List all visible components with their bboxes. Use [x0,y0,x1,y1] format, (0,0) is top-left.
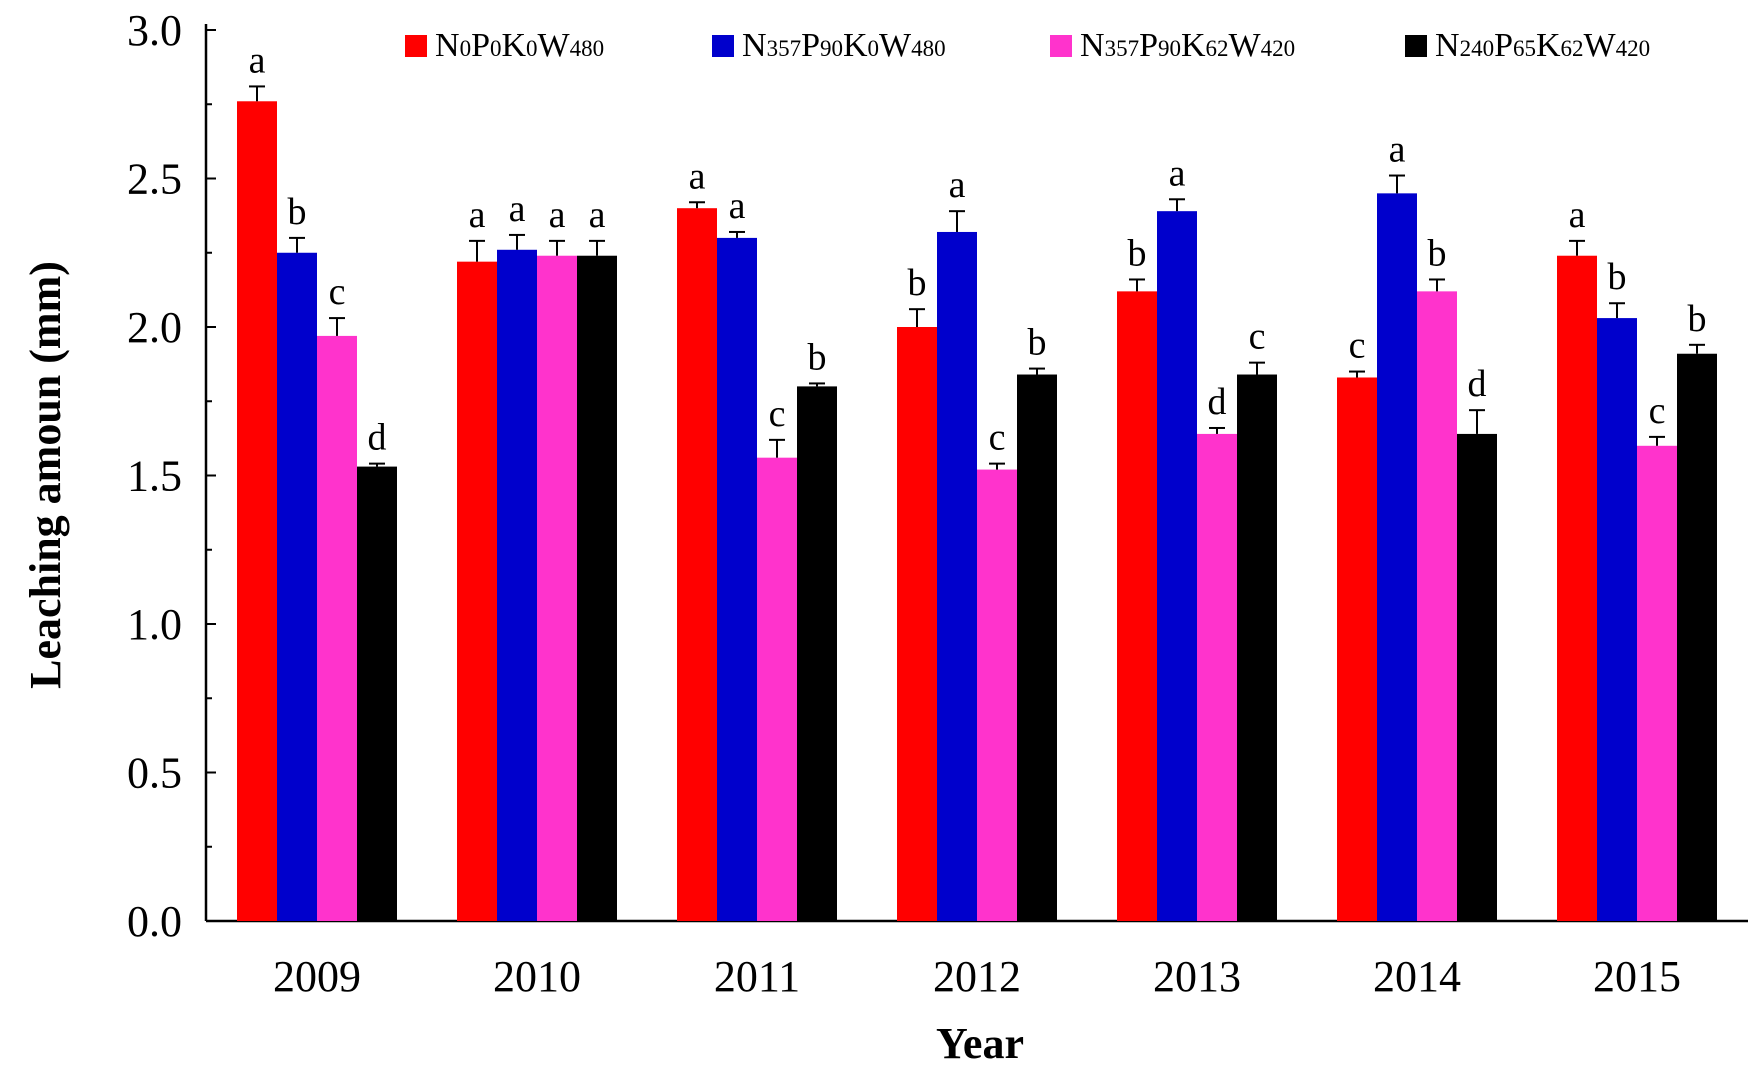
significance-letter: b [288,191,307,233]
significance-letter: d [1468,363,1487,405]
significance-letter: b [1688,298,1707,340]
legend-label: N240P65K62W420 [1435,27,1650,64]
legend: N0P0K0W480 N357P90K0W480 N357P90K62W420 N24… [405,27,1650,64]
legend-swatch [1050,35,1072,57]
significance-letter: a [549,194,566,236]
significance-letter: a [689,155,706,197]
bar [1237,374,1277,921]
bar [1457,433,1497,921]
x-tick-label: 2010 [493,952,581,1001]
bar [937,231,977,921]
x-tick-label: 2013 [1153,952,1241,1001]
x-tick-label: 2015 [1593,952,1681,1001]
significance-letter: d [1208,381,1227,423]
significance-letter: b [1608,256,1627,298]
x-axis-title: Year [936,1019,1024,1068]
legend-swatch [405,35,427,57]
significance-letter: c [769,393,786,435]
significance-letter: b [1428,232,1447,274]
significance-letter: d [368,417,387,459]
bar [897,327,937,921]
bar [677,208,717,921]
bar [497,249,537,921]
significance-letter: b [908,262,927,304]
bar [1197,433,1237,921]
y-tick-label: 0.5 [127,749,182,798]
significance-letter: a [1169,152,1186,194]
y-tick-label: 1.0 [127,600,182,649]
legend-label: N357P90K62W420 [1080,27,1295,64]
significance-letter: a [1389,129,1406,171]
significance-letter: a [509,188,526,230]
y-tick-label: 0.0 [127,897,182,946]
x-tick-label: 2009 [273,952,361,1001]
bar [457,261,497,921]
bar [317,335,357,921]
bar [1017,374,1057,921]
significance-letter: b [1128,232,1147,274]
significance-letter: a [469,194,486,236]
bar [717,237,757,921]
bar [237,101,277,921]
significance-letter: c [989,417,1006,459]
bar [1157,211,1197,922]
bar [277,252,317,921]
bar [1637,445,1677,921]
significance-letter: c [1349,325,1366,367]
bar [1117,291,1157,921]
y-axis-title: Leaching amoun (mm) [21,261,70,689]
significance-letter: a [1569,194,1586,236]
legend-label: N357P90K0W480 [742,27,946,64]
bar [357,466,397,921]
bar [1417,291,1457,921]
significance-letter: a [949,164,966,206]
bar [1677,353,1717,922]
significance-letter: b [1028,322,1047,364]
bar [577,255,617,922]
significance-letter: c [1249,316,1266,358]
bar [1377,193,1417,922]
legend-label: N0P0K0W480 [435,27,604,64]
bar [797,386,837,921]
y-tick-label: 1.5 [127,452,182,501]
significance-letter: a [249,39,266,81]
bar [1557,255,1597,922]
x-tick-label: 2012 [933,952,1021,1001]
bar [537,255,577,922]
bar [757,457,797,921]
legend-swatch [712,35,734,57]
significance-letter: a [589,194,606,236]
legend-swatch [1405,35,1427,57]
axes: 0.0 0.5 1.0 1.5 2.0 2.5 3.0 2009 2010 2011 2012 201… [127,6,1748,1001]
y-tick-label: 2.5 [127,155,182,204]
bar [977,469,1017,921]
bar [1597,318,1637,922]
significance-letter: b [808,336,827,378]
bar [1337,377,1377,921]
x-tick-label: 2011 [714,952,800,1001]
significance-letter: a [729,185,746,227]
significance-letter: c [329,271,346,313]
y-tick-label: 2.0 [127,303,182,352]
x-tick-label: 2014 [1373,952,1461,1001]
significance-letter: c [1649,390,1666,432]
y-tick-label: 3.0 [127,6,182,55]
